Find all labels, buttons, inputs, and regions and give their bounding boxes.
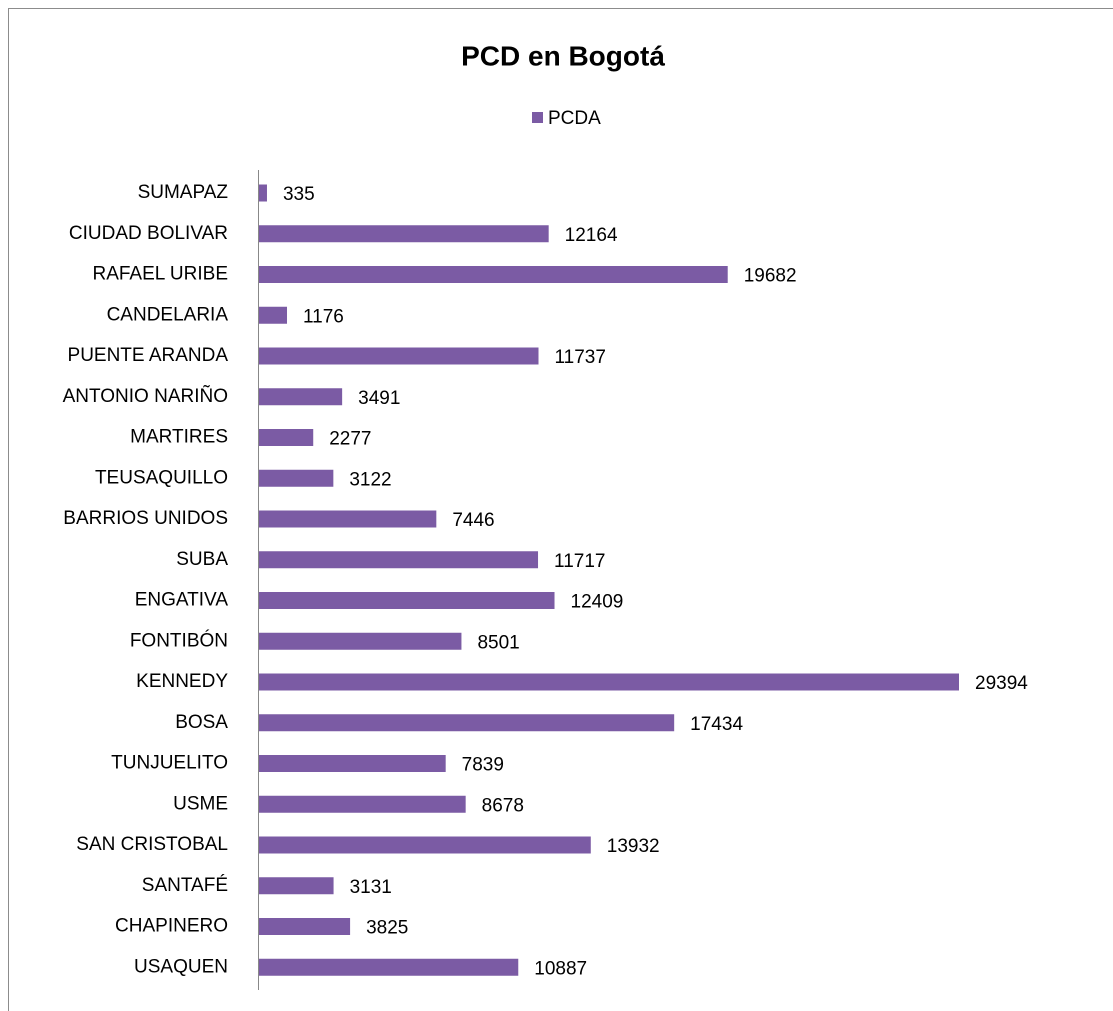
value-label: 2277 [329, 429, 371, 450]
bar [259, 388, 343, 406]
bar [259, 673, 959, 691]
value-label: 8501 [477, 632, 519, 653]
y-tick-label: SUMAPAZ [138, 182, 229, 203]
bar [259, 510, 437, 528]
value-label: 8678 [482, 795, 524, 816]
y-tick-label: SANTAFÉ [142, 875, 228, 896]
value-label: 17434 [690, 714, 743, 735]
y-tick-label: PUENTE ARANDA [68, 345, 229, 366]
y-tick-label: BARRIOS UNIDOS [63, 508, 228, 529]
y-tick-label: CHAPINERO [115, 916, 228, 937]
bar [259, 958, 519, 976]
value-label: 13932 [607, 836, 660, 857]
value-label: 11737 [555, 347, 606, 368]
y-tick-label: CIUDAD BOLIVAR [69, 223, 228, 244]
y-tick-label: MARTIRES [130, 427, 228, 448]
bar [259, 551, 539, 569]
y-tick-label: SUBA [176, 549, 228, 570]
bar [259, 877, 334, 895]
value-label: 3491 [358, 388, 400, 409]
bar [259, 714, 675, 732]
bar [259, 795, 466, 813]
y-tick-label: USAQUEN [134, 956, 228, 977]
value-label: 3825 [366, 918, 408, 939]
y-tick-label: ENGATIVA [135, 590, 229, 611]
y-tick-label: TEUSAQUILLO [95, 467, 228, 488]
value-label: 1176 [303, 306, 344, 327]
bar [259, 755, 446, 772]
bar [259, 266, 728, 283]
bar [259, 469, 334, 487]
y-tick-label: KENNEDY [136, 671, 228, 692]
bar [259, 918, 351, 935]
y-tick-label: RAFAEL URIBE [92, 264, 228, 285]
value-label: 3122 [349, 469, 391, 490]
y-tick-label: SAN CRISTOBAL [76, 834, 228, 855]
y-tick-label: BOSA [175, 712, 228, 733]
value-label: 7839 [462, 755, 504, 776]
y-tick-label: TUNJUELITO [111, 753, 228, 774]
value-label: 12409 [571, 592, 624, 613]
value-label: 10887 [534, 958, 587, 979]
bar [259, 225, 549, 243]
value-label: 335 [283, 184, 315, 205]
chart-title: PCD en Bogotá [461, 40, 665, 71]
bar [259, 347, 539, 365]
bar [259, 632, 462, 650]
value-label: 12164 [565, 225, 618, 246]
bar [259, 836, 591, 854]
bar [259, 306, 288, 324]
value-label: 3131 [350, 877, 392, 898]
y-tick-label: FONTIBÓN [130, 629, 228, 651]
value-label: 7446 [452, 510, 494, 531]
legend-swatch [532, 112, 543, 123]
bar [259, 429, 314, 446]
bar [259, 592, 555, 609]
legend-label: PCDA [548, 108, 601, 129]
y-tick-label: USME [173, 793, 228, 814]
value-label: 29394 [975, 673, 1028, 694]
value-label: 11717 [554, 551, 605, 572]
y-tick-label: ANTONIO NARIÑO [63, 385, 228, 407]
bar [259, 184, 267, 202]
value-label: 19682 [744, 266, 797, 287]
y-tick-label: CANDELARIA [107, 304, 229, 325]
